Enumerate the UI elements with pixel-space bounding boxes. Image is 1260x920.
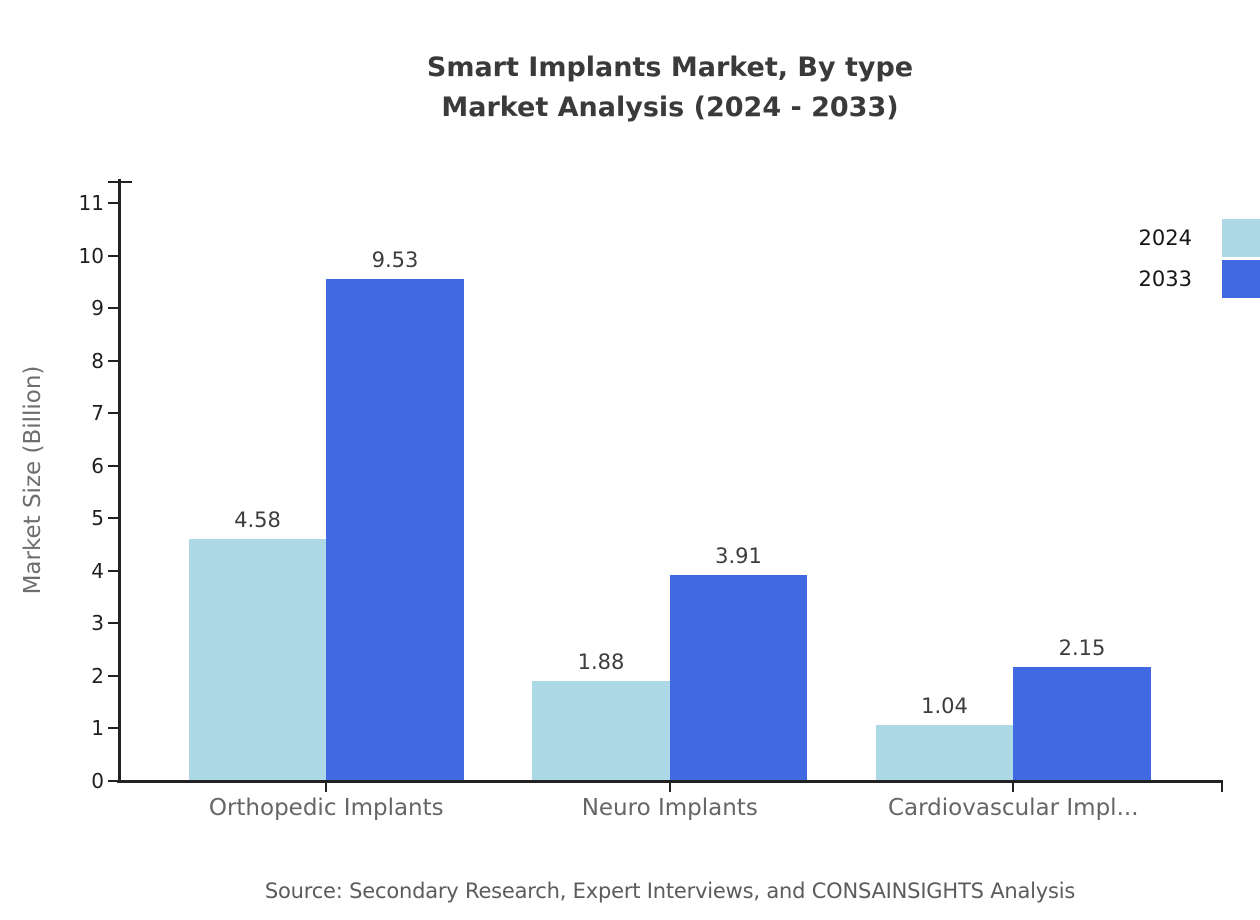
value-label-2024-category-3: 1.04 bbox=[921, 694, 968, 719]
y-tick bbox=[108, 201, 118, 204]
y-tick-label: 9 bbox=[91, 296, 104, 321]
legend-item-2033: 2033 bbox=[1139, 260, 1260, 298]
x-axis-end-tick bbox=[1221, 782, 1223, 792]
y-tick bbox=[108, 727, 118, 730]
y-tick-label: 11 bbox=[78, 190, 104, 215]
category-label: Cardiovascular Impl... bbox=[887, 795, 1139, 821]
x-tick bbox=[1012, 782, 1015, 792]
legend-label-2024: 2024 bbox=[1138, 226, 1192, 250]
chart-title-line1: Smart Implants Market, By type bbox=[426, 52, 914, 83]
value-label-2033-category-3: 2.15 bbox=[1058, 636, 1106, 661]
value-label-2033-category-1: 9.53 bbox=[371, 248, 419, 273]
chart-title: Smart Implants Market, By type Market An… bbox=[118, 48, 1222, 128]
bar-2024-category-3 bbox=[875, 725, 1014, 780]
y-tick-label: 8 bbox=[91, 348, 104, 373]
y-tick-label: 1 bbox=[91, 716, 104, 741]
y-tick bbox=[108, 254, 118, 257]
y-tick bbox=[108, 569, 118, 572]
y-tick-label: 7 bbox=[91, 401, 104, 426]
y-tick bbox=[108, 359, 118, 362]
category-label: Neuro Implants bbox=[581, 795, 758, 821]
bar-2033-category-3 bbox=[1013, 667, 1151, 780]
y-tick-label: 0 bbox=[91, 769, 104, 793]
value-label-2024-category-1: 4.58 bbox=[234, 508, 281, 533]
bar-2033-category-2 bbox=[669, 574, 808, 780]
y-tick bbox=[108, 674, 118, 677]
y-tick-label: 10 bbox=[78, 243, 104, 268]
y-tick bbox=[108, 780, 118, 782]
y-tick-label: 4 bbox=[91, 558, 104, 583]
y-tick-label: 3 bbox=[91, 611, 104, 636]
legend-swatch-2033 bbox=[1222, 260, 1260, 298]
y-axis-end-tick bbox=[108, 181, 132, 183]
value-label-2033-category-2: 3.91 bbox=[715, 543, 762, 568]
source-note: Source: Secondary Research, Expert Inter… bbox=[264, 879, 1076, 903]
y-tick-label: 5 bbox=[91, 506, 104, 531]
y-tick-label: 6 bbox=[91, 453, 104, 478]
legend-label-2033: 2033 bbox=[1138, 267, 1192, 291]
chart-title-line2: Market Analysis (2024 - 2033) bbox=[441, 92, 899, 123]
bar-2024-category-1 bbox=[188, 539, 327, 780]
legend: 2024 2033 bbox=[1139, 219, 1260, 298]
y-tick-label: 2 bbox=[91, 663, 104, 688]
bar-2033-category-1 bbox=[326, 279, 464, 780]
legend-item-2024: 2024 bbox=[1139, 219, 1260, 257]
bar-2024-category-2 bbox=[532, 681, 670, 780]
y-tick bbox=[108, 464, 118, 467]
x-tick bbox=[668, 782, 671, 792]
y-axis-line bbox=[118, 179, 121, 782]
y-tick bbox=[108, 622, 118, 625]
category-label: Orthopedic Implants bbox=[208, 795, 444, 821]
value-label-2024-category-2: 1.88 bbox=[577, 650, 625, 675]
x-axis-line bbox=[117, 780, 1223, 783]
x-tick bbox=[325, 782, 328, 792]
y-tick bbox=[108, 517, 118, 520]
legend-swatch-2024 bbox=[1222, 219, 1260, 257]
y-tick bbox=[108, 412, 118, 415]
y-tick bbox=[108, 307, 118, 310]
